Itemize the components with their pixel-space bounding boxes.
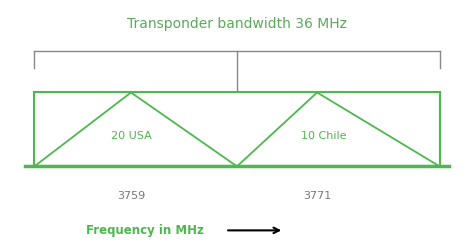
Bar [35,92,439,166]
Text: Frequency in MHz: Frequency in MHz [86,224,204,237]
Text: 10 Chile: 10 Chile [301,130,347,141]
Text: 3771: 3771 [303,191,331,201]
Text: Transponder bandwidth 36 MHz: Transponder bandwidth 36 MHz [127,16,347,31]
Text: 3759: 3759 [117,191,145,201]
Text: 20 USA: 20 USA [110,130,151,141]
